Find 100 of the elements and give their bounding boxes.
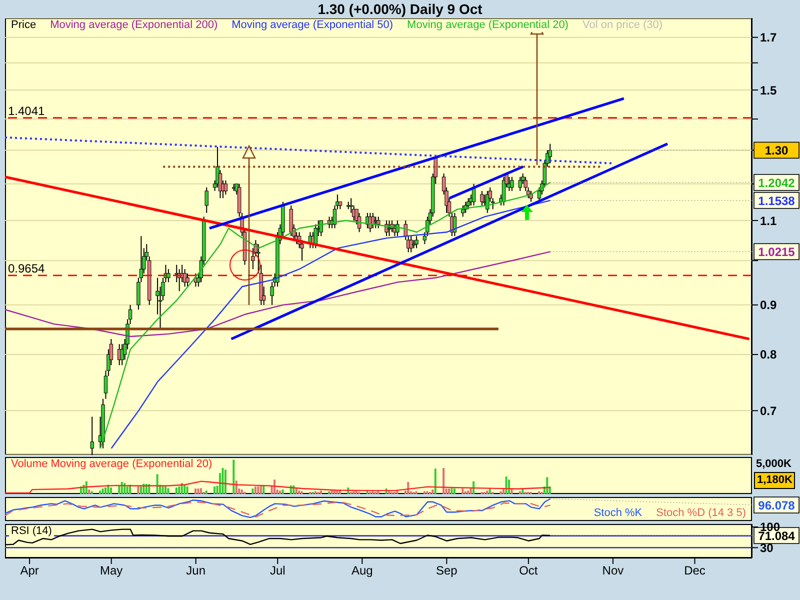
candlestick	[270, 282, 274, 306]
bar	[260, 485, 262, 494]
bar	[99, 490, 102, 494]
candlestick	[529, 190, 533, 202]
bar	[124, 483, 126, 494]
bar	[222, 468, 224, 494]
text: Moving average (Exponential 20)	[405, 19, 570, 32]
bar	[194, 488, 196, 494]
bar	[197, 488, 200, 494]
bar	[314, 491, 316, 494]
candlestick	[289, 204, 293, 237]
bar	[178, 486, 180, 494]
bar	[186, 486, 188, 494]
candlestick	[204, 186, 208, 214]
bar	[85, 481, 88, 494]
x-tick-label: Nov	[602, 564, 624, 578]
bar	[328, 491, 330, 494]
series-label: Volume Moving average (Exponential 20)	[9, 458, 214, 471]
bar	[295, 488, 298, 494]
series-label: RSI (14)	[9, 525, 54, 538]
bar	[486, 490, 488, 494]
y-tick-label: 30	[760, 540, 774, 555]
bar	[464, 491, 466, 494]
bar	[162, 486, 164, 494]
candlestick	[186, 272, 190, 288]
bar	[137, 486, 140, 494]
bar	[88, 490, 90, 494]
bar	[407, 482, 410, 494]
bar	[505, 476, 508, 494]
bar	[462, 488, 464, 494]
candlestick	[461, 204, 465, 218]
bar	[442, 468, 445, 494]
bar	[334, 490, 336, 494]
text: Moving average (Exponential 50)	[230, 19, 396, 32]
bar	[180, 483, 183, 494]
bar	[126, 486, 128, 494]
bar	[102, 488, 104, 494]
y-tick-label: 0.9	[760, 298, 778, 312]
text: Moving average (Exponential 200)	[48, 19, 220, 32]
candlestick	[374, 216, 378, 229]
bar	[200, 488, 202, 494]
bar	[300, 491, 303, 494]
candlestick	[548, 143, 552, 164]
annotation: Vol on price (30)	[580, 19, 665, 32]
ref-line-label: 1.4041	[8, 104, 46, 118]
annotation: 1.0215	[758, 245, 796, 260]
bar	[518, 491, 521, 494]
y-tick-label: 1.7	[760, 30, 778, 45]
bar	[90, 491, 93, 494]
bar	[472, 481, 475, 494]
ref-line-label: 0.9654	[8, 261, 46, 276]
bar	[167, 488, 170, 494]
bar	[240, 490, 243, 494]
bar	[118, 486, 120, 494]
bar	[214, 486, 216, 494]
text: 1,180K	[754, 472, 796, 489]
bar	[110, 487, 112, 494]
annotation: 96.078	[758, 498, 796, 512]
x-tick-label: May	[100, 564, 123, 578]
bar	[104, 487, 107, 494]
bar	[120, 482, 123, 494]
bar	[252, 488, 254, 494]
bar	[423, 491, 426, 494]
bar	[538, 491, 540, 494]
bar	[140, 486, 142, 494]
bar	[224, 470, 226, 494]
bar	[164, 486, 166, 494]
chart-title: 1.30 (+0.00%) Daily 9 Oct	[316, 1, 484, 17]
bar	[156, 474, 158, 494]
x-tick-label: Jul	[270, 564, 286, 578]
bar	[453, 488, 456, 494]
y-tick-label: 1.1	[760, 214, 778, 228]
candlestick	[224, 180, 228, 196]
bar	[278, 490, 281, 494]
bar	[388, 491, 390, 494]
text: Stoch %D (14 3 5)	[654, 507, 748, 520]
annotation: 1.2042	[758, 176, 796, 190]
bar	[262, 485, 265, 494]
bar	[448, 488, 450, 494]
bar	[500, 491, 502, 494]
bar	[470, 488, 472, 494]
bar	[467, 490, 470, 494]
annotation: 1.30	[764, 144, 788, 158]
text: Stoch %K	[592, 507, 644, 520]
x-tick-label: Aug	[351, 564, 373, 578]
candlestick	[166, 268, 170, 283]
x-tick-label: Jun	[186, 564, 206, 578]
annotation: 1.1538	[758, 194, 796, 208]
candlestick	[466, 198, 470, 210]
bar	[175, 487, 178, 494]
bar	[274, 480, 276, 494]
x-tick-label: Apr	[20, 564, 39, 578]
y-tick-label: 1.5	[760, 83, 778, 98]
bar	[205, 490, 208, 494]
bar	[415, 491, 418, 494]
annotation: Price	[9, 19, 38, 32]
x-tick-label: Dec	[684, 564, 706, 578]
bar	[282, 490, 284, 494]
bar	[546, 477, 548, 494]
bar	[320, 490, 322, 494]
